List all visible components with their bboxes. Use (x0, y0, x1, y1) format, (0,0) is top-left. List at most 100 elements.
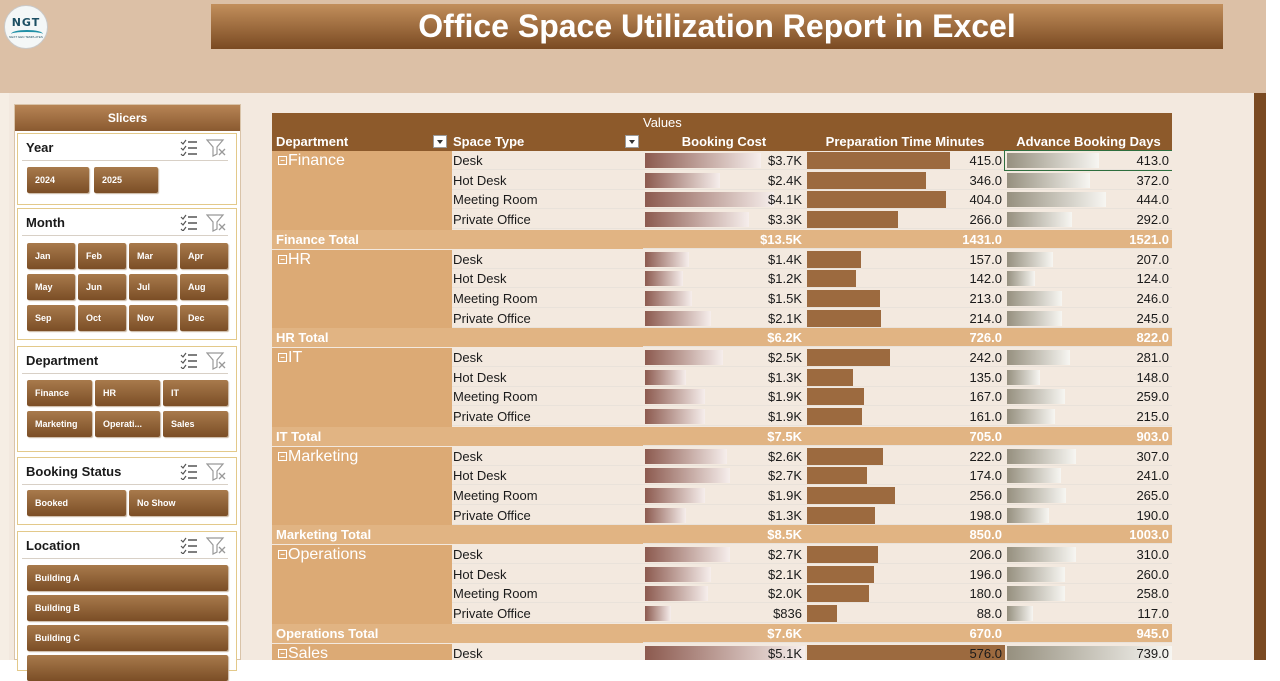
slicer-item-jul[interactable]: Jul (129, 274, 177, 300)
advance-days-cell[interactable]: 281.0 (1005, 348, 1172, 367)
total-advance-days[interactable]: 1003.0 (1005, 525, 1172, 545)
prep-time-cell[interactable]: 256.0 (805, 486, 1005, 505)
space-type-cell[interactable]: Hot Desk (451, 171, 643, 190)
booking-cost-cell[interactable]: $2.7K (643, 466, 805, 486)
advance-days-cell[interactable]: 292.0 (1005, 210, 1172, 230)
booking-cost-cell[interactable]: $1.3K (643, 368, 805, 387)
advance-days-cell[interactable]: 265.0 (1005, 486, 1172, 505)
advance-days-cell[interactable]: 190.0 (1005, 506, 1172, 525)
collapse-icon[interactable]: − (278, 648, 287, 658)
total-prep-time[interactable]: 670.0 (805, 623, 1005, 643)
slicer-item-jan[interactable]: Jan (27, 243, 75, 269)
slicer-item-sales[interactable]: Sales (163, 411, 228, 437)
total-prep-time[interactable]: 726.0 (805, 328, 1005, 348)
advance-days-cell[interactable]: 260.0 (1005, 565, 1172, 584)
total-prep-time[interactable]: 1431.0 (805, 229, 1005, 249)
slicer-item-feb[interactable]: Feb (78, 243, 126, 269)
slicer-item-aug[interactable]: Aug (180, 274, 228, 300)
booking-cost-cell[interactable]: $2.1K (643, 565, 805, 584)
booking-cost-cell[interactable]: $2.1K (643, 309, 805, 328)
department-cell[interactable]: − HR (272, 249, 452, 329)
total-booking-cost[interactable]: $13.5K (643, 229, 805, 249)
clear-filter-icon[interactable] (206, 352, 226, 370)
advance-days-cell[interactable]: 117.0 (1005, 604, 1172, 624)
space-type-cell[interactable]: Desk (451, 644, 643, 661)
slicer-item-finance[interactable]: Finance (27, 380, 92, 406)
prep-time-cell[interactable]: 214.0 (805, 309, 1005, 328)
space-type-cell[interactable]: Desk (451, 348, 643, 367)
prep-time-cell[interactable]: 415.0 (805, 151, 1005, 170)
slicer-item-apr[interactable]: Apr (180, 243, 228, 269)
department-cell[interactable]: − Finance (272, 151, 452, 230)
prep-time-cell[interactable]: 161.0 (805, 407, 1005, 427)
booking-cost-cell[interactable]: $1.2K (643, 269, 805, 289)
multi-select-icon[interactable] (180, 139, 198, 156)
multi-select-icon[interactable] (180, 352, 198, 369)
booking-cost-cell[interactable]: $2.0K (643, 584, 805, 604)
space-type-cell[interactable]: Desk (451, 151, 643, 170)
collapse-icon[interactable]: − (278, 156, 287, 165)
prep-time-cell[interactable]: 242.0 (805, 348, 1005, 367)
slicer-item-marketing[interactable]: Marketing (27, 411, 92, 437)
total-prep-time[interactable]: 705.0 (805, 426, 1005, 446)
slicer-item-jun[interactable]: Jun (78, 274, 126, 300)
prep-time-cell[interactable]: 167.0 (805, 387, 1005, 407)
department-cell[interactable]: − Operations (272, 545, 452, 624)
collapse-icon[interactable]: − (278, 353, 287, 362)
booking-cost-cell[interactable]: $2.6K (643, 447, 805, 466)
advance-days-cell[interactable]: 241.0 (1005, 466, 1172, 486)
booking-cost-cell[interactable]: $1.9K (643, 486, 805, 505)
total-advance-days[interactable]: 903.0 (1005, 426, 1172, 446)
prep-time-cell[interactable]: 576.0 (805, 644, 1005, 660)
advance-days-cell[interactable]: 258.0 (1005, 584, 1172, 604)
slicer-item-nov[interactable]: Nov (129, 305, 177, 331)
booking-cost-cell[interactable]: $3.7K (643, 151, 805, 170)
total-prep-time[interactable]: 850.0 (805, 525, 1005, 545)
space-type-cell[interactable]: Hot Desk (451, 565, 643, 584)
booking-cost-cell[interactable]: $4.1K (643, 190, 805, 210)
space-type-cell[interactable]: Meeting Room (451, 289, 643, 308)
space-type-cell[interactable]: Private Office (451, 506, 643, 525)
prep-time-cell[interactable]: 213.0 (805, 289, 1005, 308)
advance-days-cell[interactable]: 307.0 (1005, 447, 1172, 466)
prep-time-cell[interactable]: 266.0 (805, 210, 1005, 230)
multi-select-icon[interactable] (180, 463, 198, 480)
prep-time-cell[interactable]: 157.0 (805, 250, 1005, 269)
prep-time-cell[interactable]: 174.0 (805, 466, 1005, 486)
space-type-filter-dropdown[interactable] (625, 135, 639, 148)
space-type-cell[interactable]: Private Office (451, 604, 643, 624)
space-type-cell[interactable]: Hot Desk (451, 269, 643, 289)
booking-cost-cell[interactable]: $1.9K (643, 407, 805, 427)
space-type-cell[interactable]: Private Office (451, 407, 643, 427)
slicer-item-dec[interactable]: Dec (180, 305, 228, 331)
booking-cost-cell[interactable]: $2.4K (643, 171, 805, 190)
advance-days-cell[interactable]: 444.0 (1005, 190, 1172, 210)
collapse-icon[interactable]: − (278, 451, 287, 461)
booking-cost-cell[interactable]: $3.3K (643, 210, 805, 230)
slicer-item-mar[interactable]: Mar (129, 243, 177, 269)
space-type-cell[interactable]: Private Office (451, 210, 643, 230)
advance-days-cell[interactable]: 124.0 (1005, 269, 1172, 289)
clear-filter-icon[interactable] (206, 463, 226, 481)
space-type-cell[interactable]: Desk (451, 250, 643, 269)
clear-filter-icon[interactable] (206, 537, 226, 555)
department-cell[interactable]: − Marketing (272, 446, 452, 526)
total-advance-days[interactable]: 1521.0 (1005, 229, 1172, 249)
advance-days-cell[interactable]: 246.0 (1005, 289, 1172, 308)
clear-filter-icon[interactable] (206, 214, 226, 232)
slicer-item-building-b[interactable]: Building B (27, 595, 228, 621)
advance-days-cell[interactable]: 413.0 (1004, 150, 1172, 171)
booking-cost-cell[interactable]: $5.1K (643, 644, 805, 660)
booking-cost-cell[interactable]: $2.5K (643, 348, 805, 367)
space-type-cell[interactable]: Hot Desk (451, 466, 643, 486)
prep-time-cell[interactable]: 142.0 (805, 269, 1005, 289)
space-type-cell[interactable]: Desk (451, 545, 643, 564)
booking-cost-cell[interactable]: $1.5K (643, 289, 805, 308)
booking-cost-cell[interactable]: $2.7K (643, 545, 805, 564)
total-booking-cost[interactable]: $6.2K (643, 328, 805, 348)
prep-time-cell[interactable]: 198.0 (805, 506, 1005, 525)
advance-days-cell[interactable]: 245.0 (1005, 309, 1172, 328)
slicer-item-2025[interactable]: 2025 (94, 167, 158, 193)
slicer-item-building-a[interactable]: Building A (27, 565, 228, 591)
prep-time-cell[interactable]: 88.0 (805, 604, 1005, 624)
